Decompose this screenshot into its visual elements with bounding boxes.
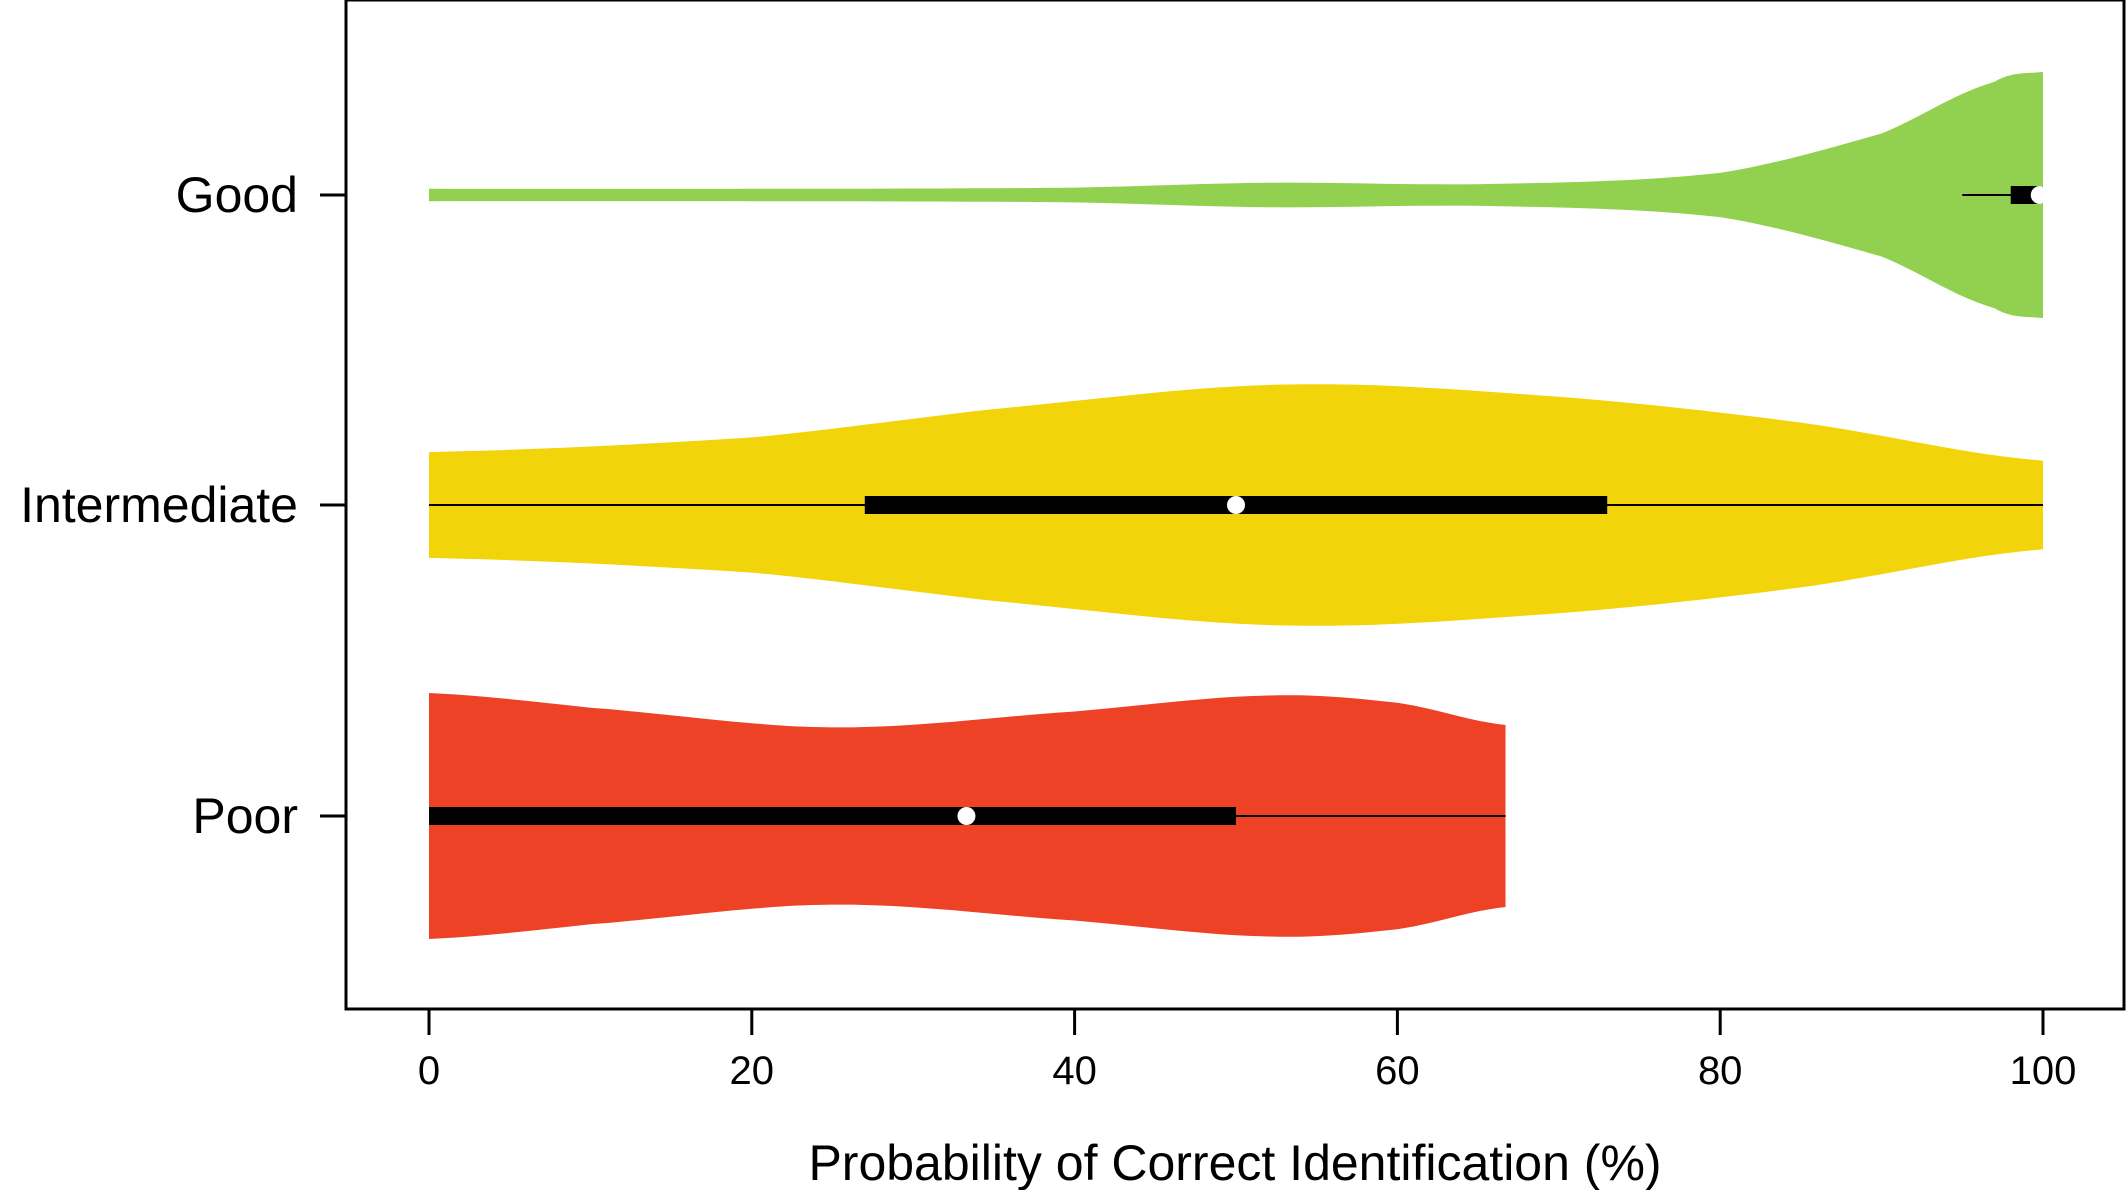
x-tick-label-40: 40 xyxy=(1052,1049,1097,1093)
x-tick-label-0: 0 xyxy=(418,1049,440,1093)
median-poor xyxy=(957,807,976,825)
axes-layer: Good Intermediate Poor 0 20 40 60 80 100 xyxy=(20,167,2076,1093)
median-good xyxy=(2030,186,2049,204)
x-tick-label-60: 60 xyxy=(1375,1049,1420,1093)
y-tick-label-poor: Poor xyxy=(192,788,298,844)
x-tick-label-20: 20 xyxy=(730,1049,775,1093)
y-tick-label-good: Good xyxy=(176,167,298,223)
x-tick-label-80: 80 xyxy=(1698,1049,1743,1093)
box-layer xyxy=(429,186,2049,825)
median-intermediate xyxy=(1227,496,1245,514)
y-tick-label-intermediate: Intermediate xyxy=(20,477,298,533)
violin-good xyxy=(429,72,2043,318)
iqr-box-poor xyxy=(429,807,1236,825)
x-axis-title: Probability of Correct Identification (%… xyxy=(808,1135,1661,1190)
x-tick-label-100: 100 xyxy=(2010,1049,2077,1093)
